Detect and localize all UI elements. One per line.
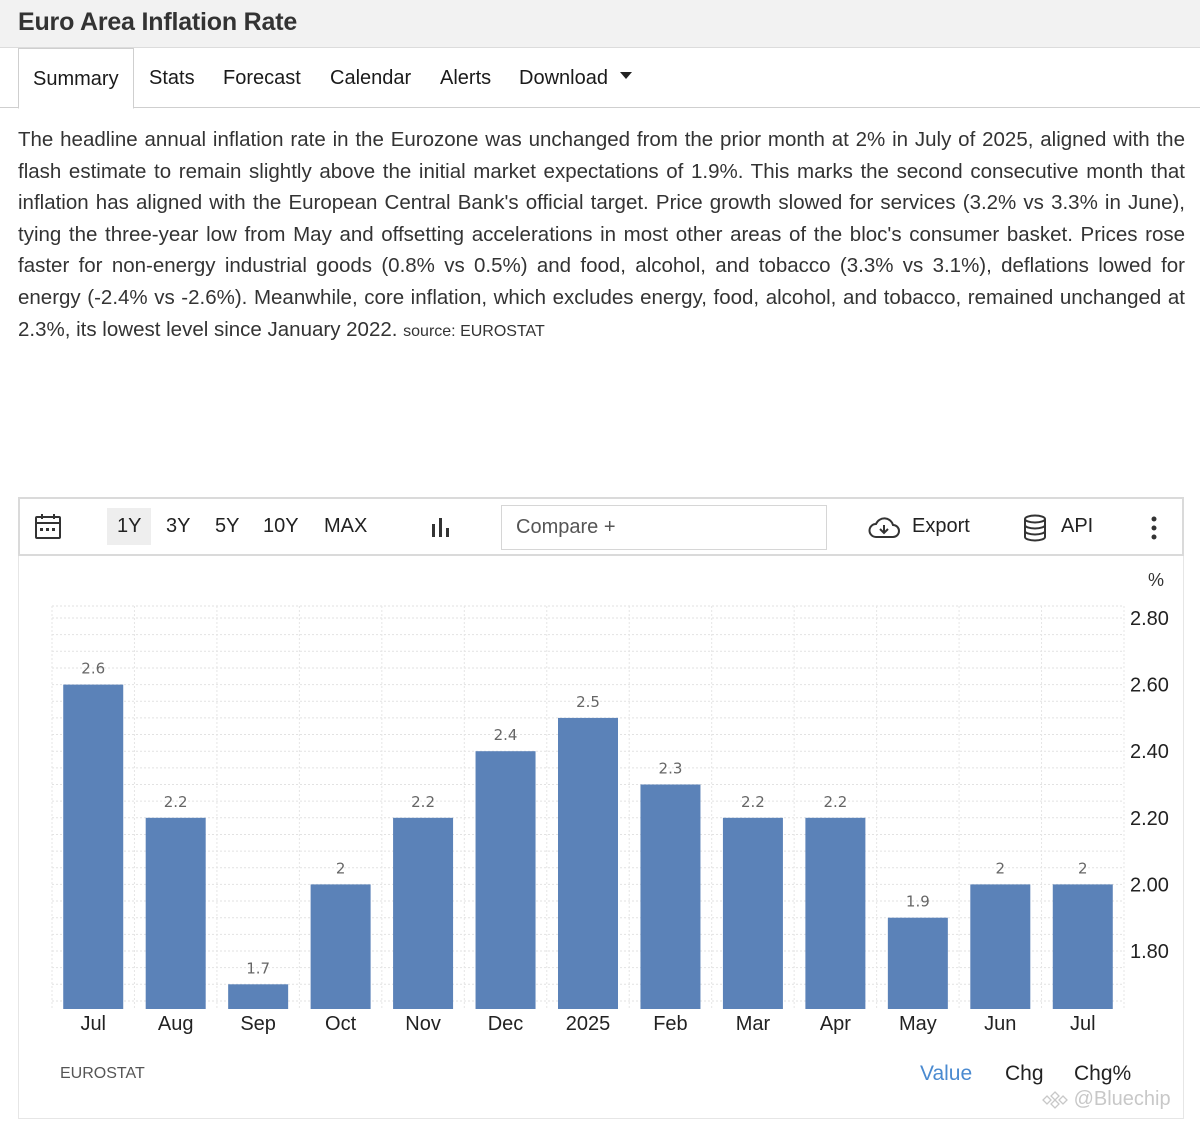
tab-summary-label: Summary <box>33 68 119 90</box>
tab-alerts-label: Alerts <box>440 67 492 89</box>
x-category-label: Jun <box>984 1013 1016 1035</box>
bar-apr <box>805 817 866 1009</box>
range-max-button[interactable]: MAX <box>324 515 368 537</box>
tab-summary[interactable]: Summary <box>18 48 134 109</box>
data-label: 2.2 <box>164 793 188 811</box>
data-label: 1.9 <box>906 893 930 911</box>
data-label: 2 <box>996 859 1006 877</box>
more-vertical-icon[interactable] <box>1150 516 1158 540</box>
y-tick-label: 2.20 <box>1130 808 1169 830</box>
chart-bars <box>63 684 1113 1009</box>
api-button[interactable]: API <box>1061 515 1094 537</box>
view-chg-pct-tab[interactable]: Chg% <box>1074 1062 1132 1085</box>
export-button[interactable]: Export <box>912 515 970 537</box>
data-label: 2.4 <box>494 726 518 744</box>
range-1y-button[interactable]: 1Y <box>107 508 152 545</box>
data-label: 2.2 <box>823 793 847 811</box>
x-category-label: Apr <box>820 1013 851 1035</box>
tab-stats[interactable]: Stats <box>149 48 195 108</box>
view-value-tab[interactable]: Value <box>920 1062 973 1085</box>
tab-stats-label: Stats <box>149 67 195 89</box>
x-category-label: Sep <box>240 1013 276 1035</box>
inflation-bar-chart: % 2.80 2.60 2.40 2.20 2.00 1.80 2.6 Jul 2.2 Aug 1.… <box>51 570 1169 1035</box>
bar-jul <box>63 684 124 1009</box>
tab-forecast[interactable]: Forecast <box>223 48 301 108</box>
data-label: 2 <box>1078 859 1088 877</box>
bar-mar <box>722 817 783 1009</box>
range-3y-button[interactable]: 3Y <box>166 515 191 537</box>
watermark-text: @Bluechip <box>1073 1088 1171 1110</box>
bar-jun <box>970 884 1031 1009</box>
watermark: @Bluechip <box>1042 1088 1171 1111</box>
x-category-label: Jul <box>1070 1013 1096 1035</box>
tab-alerts[interactable]: Alerts <box>440 48 491 108</box>
cloud-download-icon[interactable] <box>867 516 901 540</box>
bar-jul <box>1052 884 1113 1009</box>
x-category-label: Oct <box>325 1013 357 1035</box>
x-category-label: Jul <box>80 1013 106 1035</box>
y-tick-label: 2.40 <box>1130 741 1169 763</box>
summary-description: The headline annual inflation rate in th… <box>18 124 1185 347</box>
chart-source: EUROSTAT <box>60 1065 145 1082</box>
range-5y-button[interactable]: 5Y <box>215 515 240 537</box>
title-bar: Euro Area Inflation Rate <box>0 0 1200 48</box>
x-category-label: Feb <box>653 1013 687 1035</box>
watermark-logo-icon <box>1042 1090 1068 1109</box>
y-tick-label: 2.80 <box>1130 608 1169 630</box>
bar-oct <box>310 884 371 1009</box>
caret-down-icon <box>619 72 632 80</box>
tab-calendar[interactable]: Calendar <box>330 48 411 108</box>
tab-download-label: Download <box>519 67 608 89</box>
x-category-label: Dec <box>488 1013 524 1035</box>
y-tick-label: 1.80 <box>1130 941 1169 963</box>
description-text: The headline annual inflation rate in th… <box>18 128 1185 341</box>
compare-input[interactable]: Compare + <box>501 505 827 550</box>
data-label: 2.2 <box>741 793 765 811</box>
bar-may <box>887 917 948 1009</box>
bar-feb <box>640 784 701 1009</box>
tab-download[interactable]: Download <box>519 48 632 108</box>
data-label: 1.7 <box>246 959 270 977</box>
x-category-label: Mar <box>736 1013 771 1035</box>
data-label: 2.6 <box>81 660 105 678</box>
tab-calendar-label: Calendar <box>330 67 412 89</box>
tab-bar: Summary Stats Forecast Calendar Alerts D… <box>0 48 1200 109</box>
chart-toolbar: 1Y 3Y 5Y 10Y MAX Compare + Export API <box>18 497 1184 556</box>
data-label: 2.3 <box>659 760 683 778</box>
range-10y-button[interactable]: 10Y <box>263 515 299 537</box>
bar-nov <box>393 817 454 1009</box>
bar-sep <box>228 984 289 1009</box>
data-label: 2.5 <box>576 693 600 711</box>
bar-aug <box>145 817 206 1009</box>
database-icon[interactable] <box>1023 514 1047 542</box>
x-category-label: Aug <box>158 1013 194 1035</box>
tab-forecast-label: Forecast <box>223 67 301 89</box>
x-category-label: May <box>899 1013 937 1035</box>
data-label: 2.2 <box>411 793 435 811</box>
chart-labels: 2.80 2.60 2.40 2.20 2.00 1.80 2.6 Jul 2.2 Aug 1.7 S… <box>80 608 1168 1035</box>
y-axis-unit: % <box>1148 570 1164 590</box>
data-label: 2 <box>336 859 346 877</box>
bar-2025 <box>558 717 618 1009</box>
bar-dec <box>475 751 536 1009</box>
description-source: source: EUROSTAT <box>403 322 545 340</box>
x-category-label: 2025 <box>566 1013 611 1035</box>
y-tick-label: 2.60 <box>1130 675 1169 697</box>
page-title: Euro Area Inflation Rate <box>18 8 298 36</box>
view-chg-tab[interactable]: Chg <box>1005 1062 1044 1085</box>
bar-chart-icon[interactable] <box>430 516 452 538</box>
calendar-icon[interactable] <box>34 513 62 541</box>
x-category-label: Nov <box>405 1013 441 1035</box>
y-tick-label: 2.00 <box>1130 874 1169 896</box>
